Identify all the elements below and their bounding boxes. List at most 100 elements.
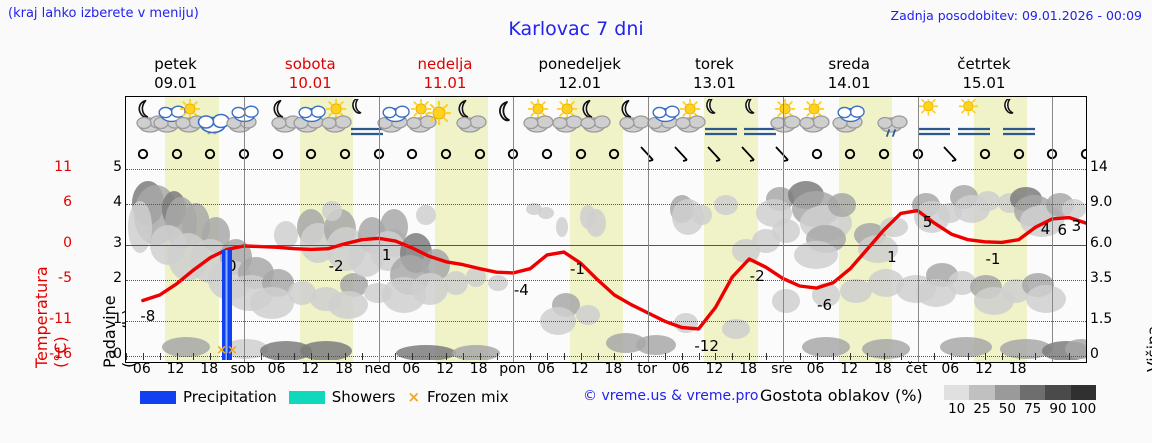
density-level-label: 50 [998, 401, 1016, 417]
day-separator [513, 97, 515, 362]
x-axis-tick [479, 353, 481, 360]
weather-icon-sun-cloudy [673, 98, 713, 141]
weather-icon-band: * * [126, 97, 1086, 143]
x-axis-tick [277, 353, 279, 360]
cloud-density-blob [576, 305, 600, 325]
temperature-point-label: 3 [1071, 217, 1082, 236]
precTicks-2: 3 [113, 235, 122, 252]
temperature-curve [141, 208, 1086, 331]
cloud-density-blob [948, 271, 976, 295]
wind-calm-icon [402, 144, 422, 164]
wind-barb-icon [739, 144, 759, 164]
day-header-6: četrtek 15.01 [917, 55, 1052, 95]
tempTicks-3: -5 [58, 269, 72, 286]
day-header-2: nedelja 11.01 [378, 55, 513, 95]
precTicks-0: 5 [113, 159, 122, 176]
cloud-density-blob [1065, 339, 1086, 359]
wind-calm-icon [470, 144, 490, 164]
x-axis-tick [142, 353, 144, 360]
weather-icon-sun-cloudy [797, 98, 837, 141]
x-axis-tick [496, 353, 498, 360]
x-axis-label: 12 [436, 361, 454, 377]
x-axis-tick [446, 353, 447, 360]
svg-text:*: * [207, 130, 211, 139]
copyright-link[interactable]: © vreme.us & vreme.pro [583, 388, 759, 404]
day-name: sobota [284, 55, 336, 73]
cloud-density-blob [444, 271, 468, 295]
cloudTicks-2: 6.0 [1090, 235, 1113, 252]
weather-icon-moon-rain [701, 97, 741, 141]
cloud-density-blob [722, 319, 750, 339]
weather-icon-moon-rain [740, 97, 780, 141]
temperature-point-label: 5 [922, 212, 933, 231]
tempTicks-5: -16 [49, 345, 72, 362]
cloud-height-axis-ticks: 14 9.0 6.0 3.5 1.5 0 [1090, 159, 1124, 375]
cloud-density-blob [840, 279, 872, 303]
day-separator [917, 97, 919, 362]
x-axis-label: 18 [335, 361, 353, 377]
wind-symbol-band [126, 143, 1086, 165]
x-axis-label: 12 [301, 361, 320, 377]
cloud-density-blob [260, 341, 312, 360]
day-name: ponedeljek [538, 55, 621, 73]
day-name: sreda [828, 55, 870, 73]
cloud-density-blob [714, 195, 738, 215]
x-axis-label: 12 [570, 361, 589, 377]
density-cell-10 [944, 385, 970, 400]
x-axis-tick [732, 353, 734, 360]
weather-icon-moon-cloudy [454, 99, 494, 141]
daylight-band [704, 97, 758, 362]
precTicks-4: 1 [113, 311, 122, 328]
cloud-height-axis-title: Višina oblakov (km) [1122, 160, 1152, 380]
wind-calm-icon [874, 144, 894, 164]
weather-icon-moon-rain [347, 97, 387, 141]
x-axis-tick [1001, 353, 1003, 360]
day-header-5: sreda 14.01 [782, 55, 917, 95]
legend: Precipitation Showers × Frozen mix [140, 386, 509, 408]
x-axis-tick [799, 353, 801, 360]
cloud-density-blob [606, 333, 646, 353]
cloud-density-blob [128, 201, 152, 253]
wind-barb-icon [672, 144, 692, 164]
x-axis-tick [159, 353, 161, 360]
x-axis-tick [850, 353, 852, 360]
day-header-4: torek 13.01 [647, 55, 782, 95]
x-axis-tick [698, 353, 700, 360]
legend-item-showers: Showers [288, 388, 395, 406]
gridline [126, 203, 1086, 205]
legend-label-precipitation: Precipitation [183, 388, 277, 406]
temperature-point-label: 1 [887, 247, 897, 266]
temperature-point-label: -2 [749, 267, 765, 286]
x-axis-tick [900, 353, 902, 360]
x-axis-tick [984, 353, 986, 360]
daylight-band [973, 97, 1028, 362]
density-cell-75 [1019, 385, 1046, 400]
x-axis-label: 12 [705, 361, 724, 377]
x-axis-tick [361, 353, 363, 360]
x-axis-label: 12 [975, 361, 993, 377]
x-axis-label: 18 [200, 361, 219, 377]
wind-barb-icon [705, 144, 725, 164]
x-axis-tick [1018, 353, 1020, 360]
weather-icon-cloudy [291, 99, 331, 141]
x-axis-label: 06 [402, 361, 421, 377]
cloud-density-blob [802, 337, 850, 357]
temperature-point-label: 1 [381, 246, 392, 265]
daylight-band [434, 97, 489, 362]
x-axis-tick [883, 353, 885, 360]
cloud-density-blob [300, 341, 352, 360]
day-name: četrtek [957, 55, 1011, 73]
day-separator [648, 97, 650, 362]
density-cell-100 [1070, 385, 1096, 400]
tempTicks-0: 11 [54, 159, 72, 176]
x-axis-label: sre [771, 361, 793, 377]
cloud-density-tick-labels: 10 25 50 75 90 100 [944, 401, 1114, 419]
cloud-density-blob [250, 287, 294, 319]
weather-icon-sun-rain [954, 97, 994, 141]
wind-calm-icon [1009, 144, 1029, 164]
wind-calm-icon [807, 144, 827, 164]
day-date: 12.01 [558, 74, 602, 92]
cloud-density-blob [916, 279, 956, 307]
